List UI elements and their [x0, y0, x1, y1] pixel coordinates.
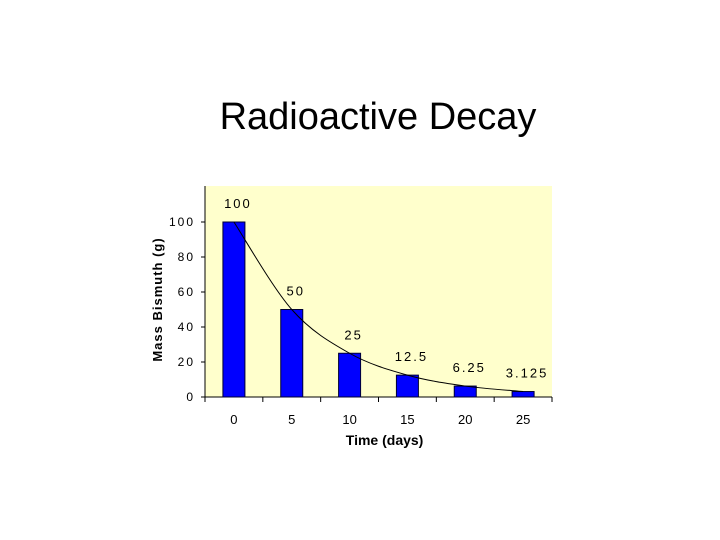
y-axis: 0 20 40 60 80 100 — [169, 186, 206, 404]
x-axis: 0 5 10 15 20 25 — [204, 396, 553, 427]
bar — [395, 374, 419, 398]
data-label: 100 — [224, 196, 252, 211]
y-tick-label: 40 — [178, 320, 195, 334]
decay-curve — [233, 221, 524, 393]
data-label: 12.5 — [395, 349, 428, 364]
plot-area — [205, 186, 552, 397]
bar — [338, 352, 362, 398]
y-tick-label: 80 — [178, 250, 195, 264]
x-tick-label: 15 — [400, 412, 414, 427]
bar — [511, 391, 535, 398]
data-label: 6.25 — [453, 360, 486, 375]
data-label: 25 — [344, 327, 362, 342]
slide-title: Radioactive Decay — [219, 96, 537, 138]
x-axis-label: Time (days) — [346, 432, 424, 448]
x-tick-label: 20 — [458, 412, 472, 427]
y-tick-label: 60 — [178, 285, 195, 299]
bars-group — [222, 221, 535, 398]
y-tick-label: 20 — [178, 355, 195, 369]
x-tick-label: 10 — [342, 412, 356, 427]
bar — [222, 221, 246, 398]
bar — [280, 309, 304, 398]
y-tick-label: 100 — [169, 215, 195, 229]
data-label: 50 — [287, 284, 305, 299]
data-labels-group: 100 50 25 12.5 6.25 3.125 — [224, 196, 549, 381]
data-label: 3.125 — [506, 366, 549, 381]
x-tick-label: 0 — [230, 412, 237, 427]
y-tick-label: 0 — [186, 390, 195, 404]
bar — [453, 385, 477, 398]
y-axis-label: Mass Bismuth (g) — [150, 237, 165, 361]
x-tick-label: 5 — [288, 412, 295, 427]
x-tick-label: 25 — [516, 412, 530, 427]
